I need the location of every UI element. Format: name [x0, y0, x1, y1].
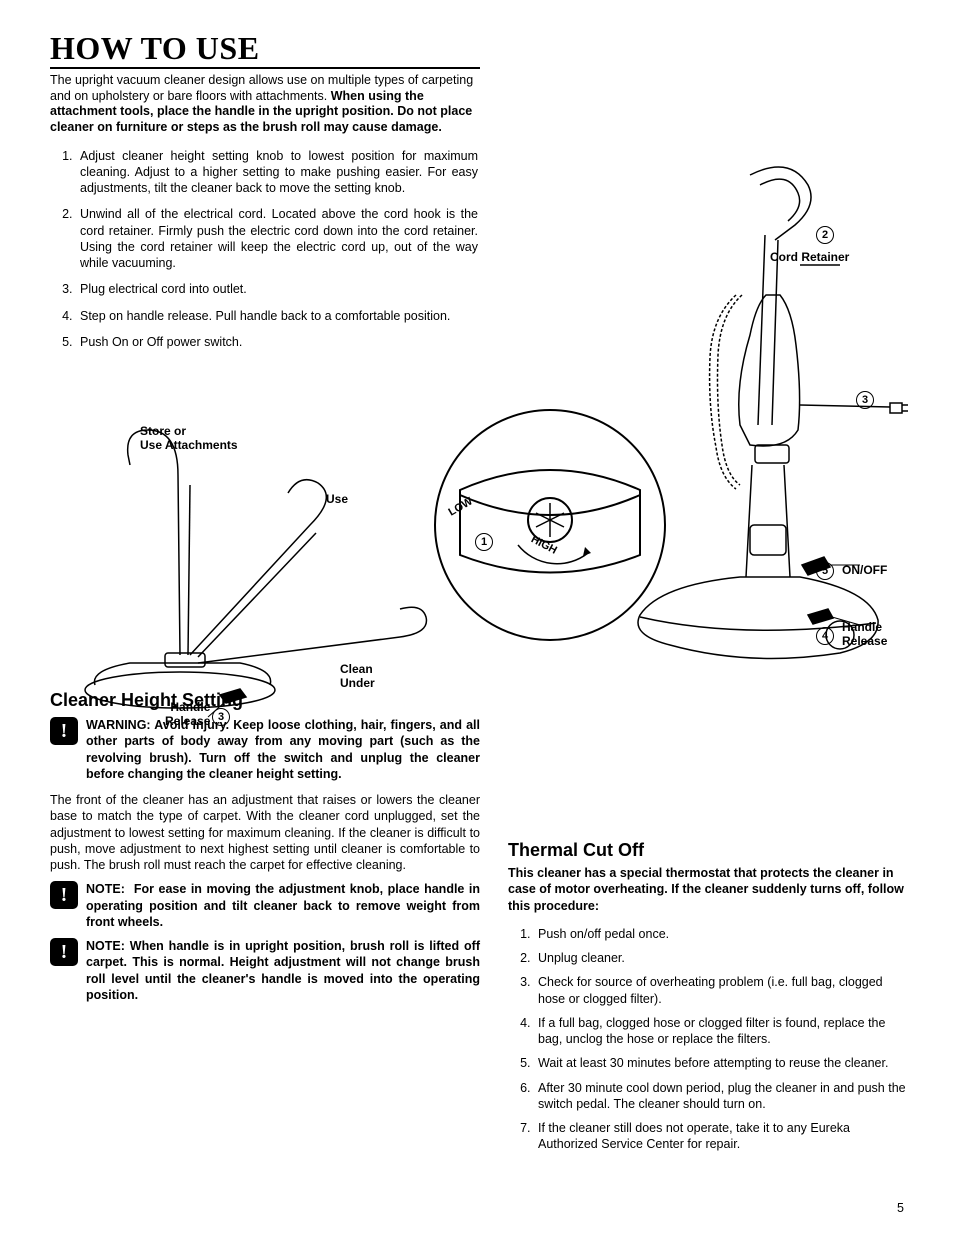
list-item: After 30 minute cool down period, plug t… [534, 1080, 908, 1113]
circle-4: 4 [816, 627, 834, 645]
list-item: Unplug cleaner. [534, 950, 908, 966]
list-item: Push on/off pedal once. [534, 926, 908, 942]
note-icon: ! [50, 881, 78, 909]
label-on-off: ON/OFF [842, 564, 887, 578]
upright-vacuum-illustration [540, 145, 910, 755]
label-handle-release-left: Handle Release [165, 701, 210, 729]
circle-3-right: 3 [856, 391, 874, 409]
label-handle-release-right: Handle Release [842, 621, 887, 649]
list-item: Step on handle release. Pull handle back… [76, 308, 478, 324]
label-store: Store or Use Attachments [140, 425, 238, 453]
page-number: 5 [897, 1201, 904, 1215]
note1-label: NOTE: [86, 882, 125, 896]
list-item: Wait at least 30 minutes before attempti… [534, 1055, 908, 1071]
vacuum-diagram: Store or Use Attachments Use Clean Under… [70, 405, 890, 740]
list-item: Unwind all of the electrical cord. Locat… [76, 206, 478, 271]
note2-body: When handle is in upright position, brus… [86, 939, 480, 1002]
note-icon: ! [50, 938, 78, 966]
handle-positions-illustration [70, 405, 430, 725]
label-use: Use [326, 493, 348, 507]
list-item: If a full bag, clogged hose or clogged f… [534, 1015, 908, 1048]
label-cord-retainer: Cord Retainer [770, 251, 849, 265]
circle-3-left: 3 [212, 708, 230, 726]
thermal-steps: Push on/off pedal once. Unplug cleaner. … [516, 926, 908, 1153]
thermal-section: Thermal Cut Off This cleaner has a speci… [508, 840, 908, 1161]
list-item: If the cleaner still does not operate, t… [534, 1120, 908, 1153]
circle-2: 2 [816, 226, 834, 244]
list-item: Check for source of overheating problem … [534, 974, 908, 1007]
list-item: Adjust cleaner height setting knob to lo… [76, 148, 478, 197]
label-clean-under: Clean Under [340, 663, 375, 691]
circle-1: 1 [475, 533, 493, 551]
page-title: HOW TO USE [50, 30, 480, 69]
intro-paragraph: The upright vacuum cleaner design allows… [50, 73, 480, 136]
list-item: Push On or Off power switch. [76, 334, 478, 350]
list-item: Plug electrical cord into outlet. [76, 281, 478, 297]
height-paragraph: The front of the cleaner has an adjustme… [50, 792, 480, 873]
thermal-heading: Thermal Cut Off [508, 840, 908, 861]
note1-body: For ease in moving the adjustment knob, … [86, 882, 480, 929]
circle-5: 5 [816, 562, 834, 580]
note2-label: NOTE: [86, 939, 125, 953]
thermal-intro: This cleaner has a special thermostat th… [508, 865, 908, 914]
how-to-use-steps: Adjust cleaner height setting knob to lo… [58, 148, 478, 351]
